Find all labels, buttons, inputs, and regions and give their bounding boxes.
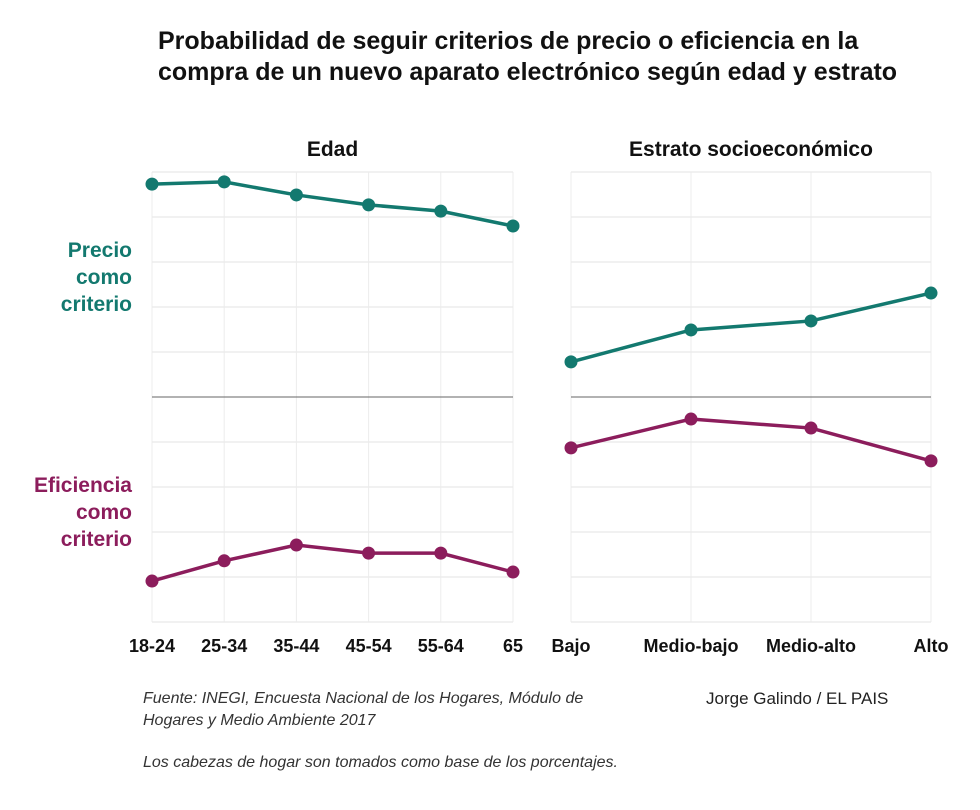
data-point	[924, 286, 938, 300]
x-tick-label: 55-64	[418, 636, 464, 656]
data-point	[804, 314, 818, 328]
data-point	[145, 177, 159, 191]
source-note: Fuente: INEGI, Encuesta Nacional de los …	[143, 690, 584, 729]
series-line-precio	[570, 291, 932, 364]
row-label-eficiencia: criterio	[61, 528, 132, 551]
series-line-eficiencia	[570, 417, 932, 463]
x-tick-label: 25-34	[201, 636, 247, 656]
data-point	[289, 188, 303, 202]
data-point	[434, 546, 448, 560]
x-tick-label: 18-24	[129, 636, 175, 656]
data-point	[506, 219, 520, 233]
data-point	[434, 204, 448, 218]
data-point	[362, 198, 376, 212]
data-point	[289, 538, 303, 552]
panel-title: Estrato socioeconómico	[629, 138, 873, 161]
row-label-eficiencia: Eficiencia	[34, 474, 132, 497]
data-point	[217, 554, 231, 568]
series-line-precio	[151, 180, 514, 228]
credit: Jorge Galindo / EL PAIS	[706, 689, 889, 708]
row-label-eficiencia: como	[76, 501, 132, 524]
x-tick-label: 45-54	[346, 636, 392, 656]
chart-title: Probabilidad de seguir criterios de prec…	[158, 27, 898, 86]
panel-title: Edad	[307, 138, 358, 161]
data-point	[564, 355, 578, 369]
data-point	[362, 546, 376, 560]
data-point	[684, 323, 698, 337]
x-tick-label: 65	[503, 636, 523, 656]
x-tick-label: Medio-bajo	[644, 636, 739, 656]
x-tick-label: Medio-alto	[766, 636, 856, 656]
row-label-precio: criterio	[61, 293, 132, 316]
x-tick-label: Bajo	[551, 636, 590, 656]
footnote: Los cabezas de hogar son tomados como ba…	[143, 754, 618, 771]
series-line-eficiencia	[151, 543, 514, 583]
data-point	[804, 421, 818, 435]
data-point	[145, 574, 159, 588]
data-point	[506, 565, 520, 579]
x-tick-label: Alto	[914, 636, 949, 656]
data-point	[924, 454, 938, 468]
data-point	[684, 412, 698, 426]
data-point	[564, 441, 578, 455]
row-label-precio: Precio	[68, 239, 132, 262]
data-point	[217, 175, 231, 189]
row-label-precio: como	[76, 266, 132, 289]
x-tick-label: 35-44	[273, 636, 319, 656]
